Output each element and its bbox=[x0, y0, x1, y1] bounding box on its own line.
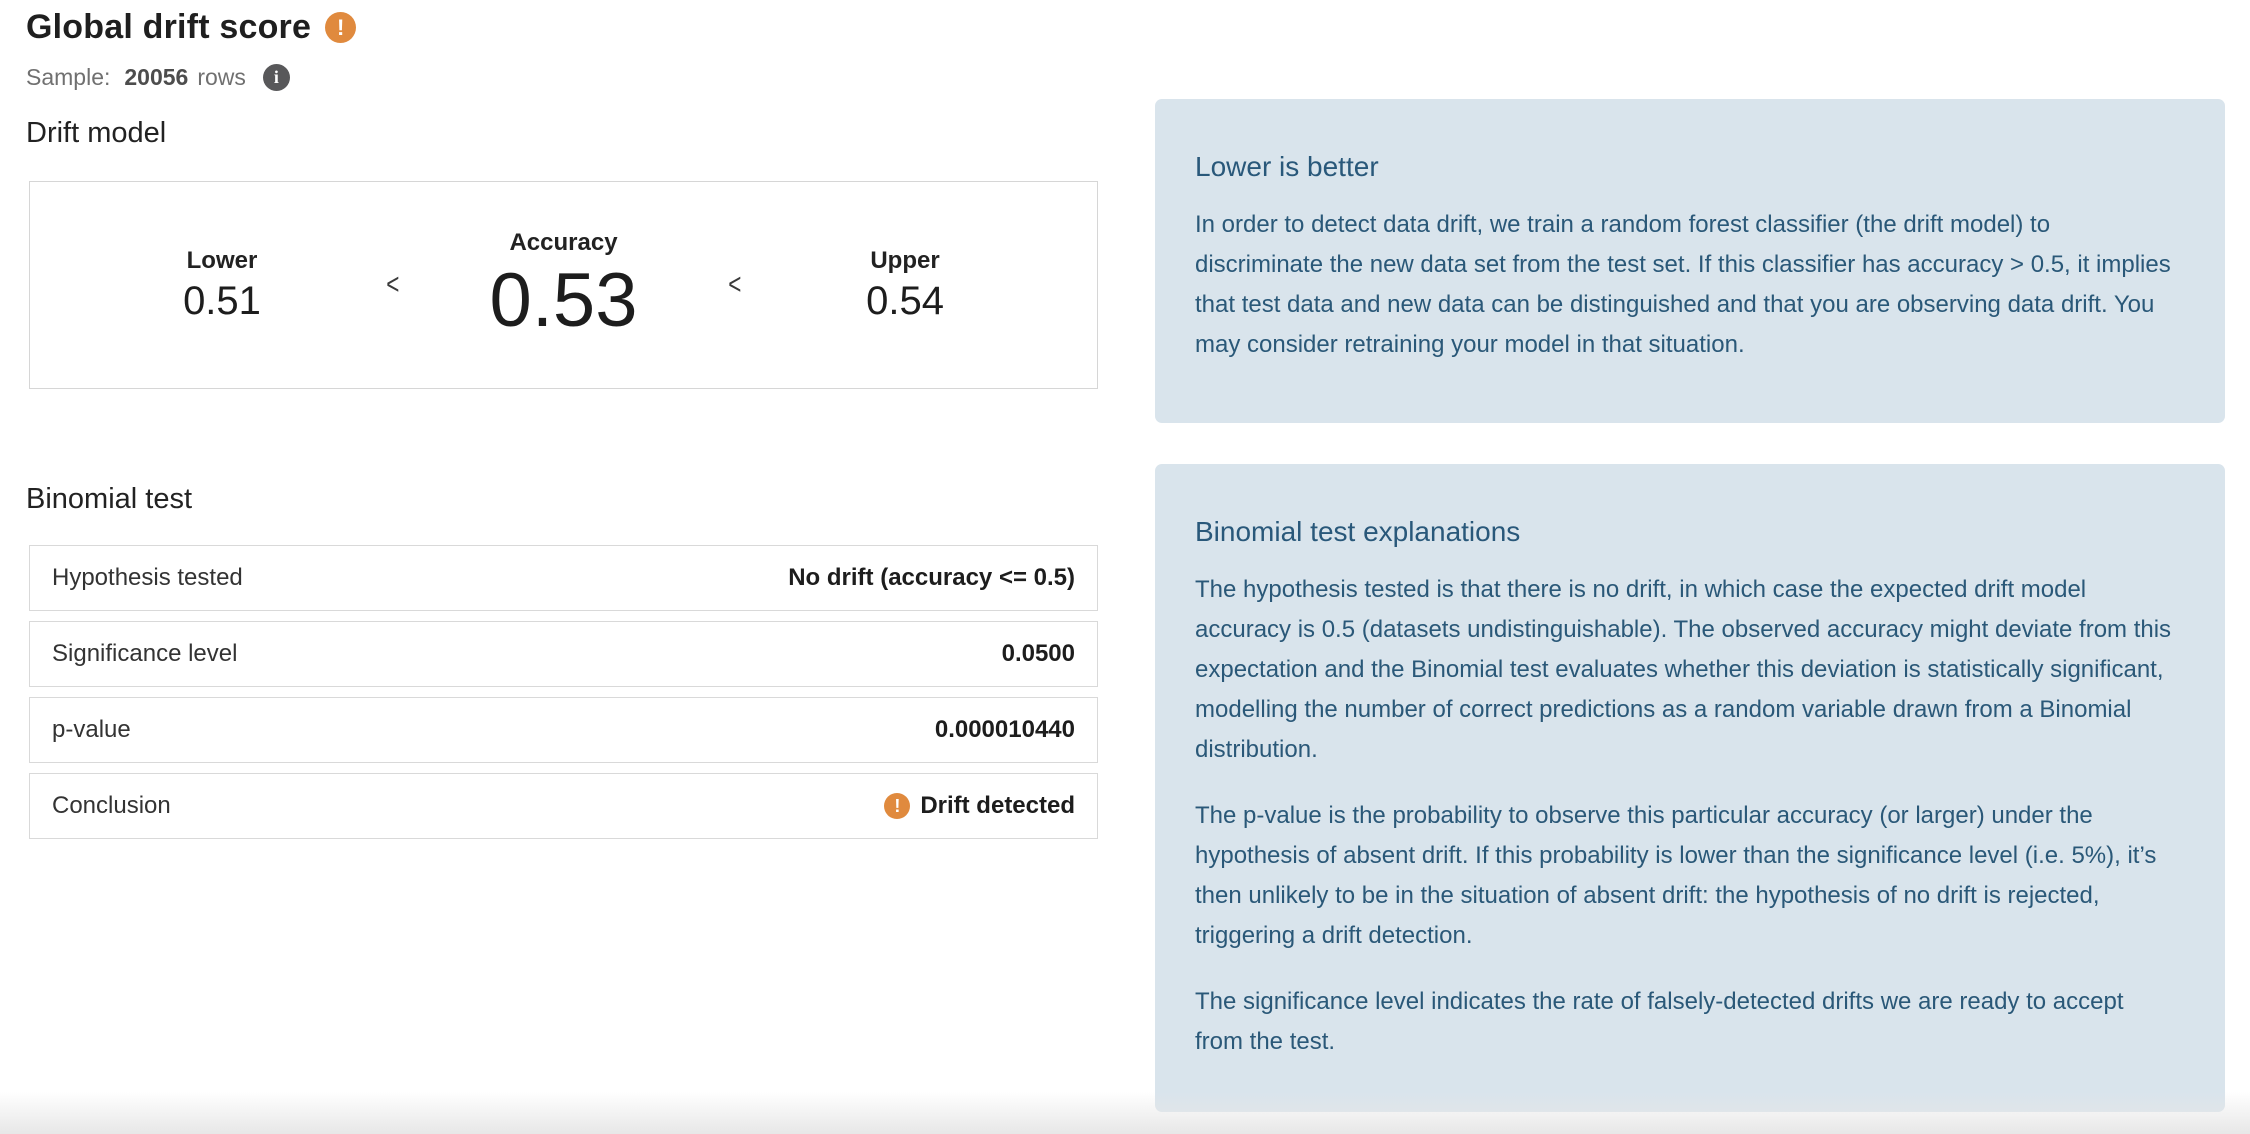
binomial-test-table: Hypothesis tested No drift (accuracy <= … bbox=[29, 545, 1098, 839]
table-row-pvalue: p-value 0.000010440 bbox=[29, 697, 1098, 763]
binomial-test-heading: Binomial test bbox=[26, 483, 193, 515]
drift-upper-bound: Upper 0.54 bbox=[753, 247, 1057, 324]
upper-label: Upper bbox=[870, 246, 940, 274]
drift-warning-icon: ! bbox=[325, 12, 357, 43]
accuracy-value: 0.53 bbox=[489, 258, 638, 344]
drift-detected-warning-icon: ! bbox=[884, 793, 911, 819]
upper-value: 0.54 bbox=[866, 278, 944, 323]
row-value: 0.0500 bbox=[1001, 640, 1075, 667]
page-title: Global drift score bbox=[26, 8, 312, 46]
drift-accuracy: Accuracy 0.53 bbox=[412, 229, 716, 341]
binomial-explanations-panel: Binomial test explanations The hypothesi… bbox=[1155, 464, 2225, 1112]
drift-model-card: Lower 0.51 < Accuracy 0.53 < Upper 0.54 bbox=[29, 181, 1098, 389]
table-row-significance: Significance level 0.0500 bbox=[29, 621, 1098, 687]
sample-info: Sample: 20056 rows i bbox=[26, 64, 290, 91]
panel-paragraph: The significance level indicates the rat… bbox=[1195, 988, 2124, 1055]
row-label: Conclusion bbox=[52, 792, 171, 819]
lower-label: Lower bbox=[186, 246, 258, 274]
drift-lower-bound: Lower 0.51 bbox=[70, 247, 374, 324]
less-than-icon: < bbox=[727, 268, 741, 301]
conclusion-value: Drift detected bbox=[920, 792, 1075, 819]
drift-model-heading: Drift model bbox=[26, 117, 167, 149]
sample-rows-suffix: rows bbox=[197, 64, 246, 90]
panel-heading: Binomial test explanations bbox=[1195, 516, 1521, 547]
panel-heading: Lower is better bbox=[1195, 151, 1379, 182]
accuracy-label: Accuracy bbox=[509, 229, 618, 257]
less-than-icon: < bbox=[386, 268, 400, 301]
row-label: p-value bbox=[52, 716, 131, 743]
lower-value: 0.51 bbox=[183, 278, 261, 323]
table-row-hypothesis: Hypothesis tested No drift (accuracy <= … bbox=[29, 545, 1098, 611]
sample-info-icon[interactable]: i bbox=[262, 64, 290, 91]
panel-paragraph: The hypothesis tested is that there is n… bbox=[1195, 576, 2172, 763]
conclusion-status: ! Drift detected bbox=[884, 792, 1075, 820]
row-label: Significance level bbox=[52, 640, 238, 667]
page-header: Global drift score ! bbox=[26, 8, 357, 47]
table-row-conclusion: Conclusion ! Drift detected bbox=[29, 773, 1098, 839]
panel-paragraph: The p-value is the probability to observ… bbox=[1195, 802, 2157, 949]
panel-paragraph: In order to detect data drift, we train … bbox=[1195, 211, 2171, 358]
row-label: Hypothesis tested bbox=[52, 564, 243, 591]
sample-row-count: 20056 bbox=[124, 64, 189, 90]
row-value: 0.000010440 bbox=[934, 716, 1075, 743]
row-value: No drift (accuracy <= 0.5) bbox=[788, 564, 1075, 591]
sample-label: Sample: bbox=[26, 64, 111, 90]
lower-is-better-panel: Lower is better In order to detect data … bbox=[1155, 99, 2225, 423]
